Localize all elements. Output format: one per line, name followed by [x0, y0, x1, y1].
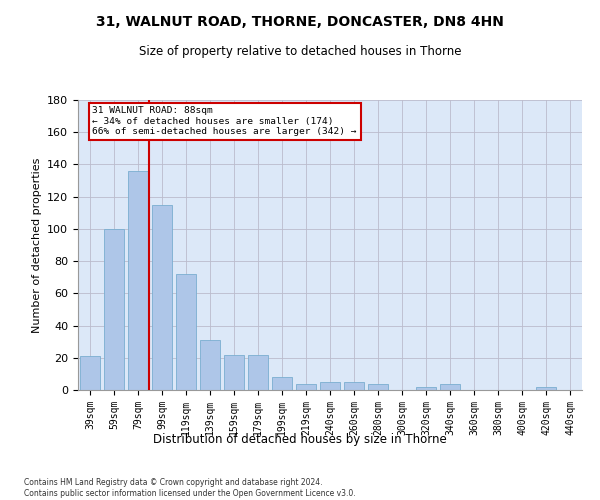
Bar — [152, 204, 172, 390]
Bar — [536, 387, 556, 390]
Y-axis label: Number of detached properties: Number of detached properties — [32, 158, 41, 332]
Text: 31 WALNUT ROAD: 88sqm
← 34% of detached houses are smaller (174)
66% of semi-det: 31 WALNUT ROAD: 88sqm ← 34% of detached … — [92, 106, 357, 136]
Text: 31, WALNUT ROAD, THORNE, DONCASTER, DN8 4HN: 31, WALNUT ROAD, THORNE, DONCASTER, DN8 … — [96, 15, 504, 29]
Bar — [224, 354, 244, 390]
Bar — [416, 387, 436, 390]
Text: Contains HM Land Registry data © Crown copyright and database right 2024.
Contai: Contains HM Land Registry data © Crown c… — [24, 478, 356, 498]
Bar — [296, 384, 316, 390]
Bar — [368, 384, 388, 390]
Bar — [176, 274, 196, 390]
Bar — [440, 384, 460, 390]
Text: Size of property relative to detached houses in Thorne: Size of property relative to detached ho… — [139, 45, 461, 58]
Bar — [248, 354, 268, 390]
Bar — [104, 229, 124, 390]
Bar — [80, 356, 100, 390]
Bar — [128, 171, 148, 390]
Bar — [320, 382, 340, 390]
Bar — [200, 340, 220, 390]
Bar — [272, 377, 292, 390]
Text: Distribution of detached houses by size in Thorne: Distribution of detached houses by size … — [153, 432, 447, 446]
Bar — [344, 382, 364, 390]
